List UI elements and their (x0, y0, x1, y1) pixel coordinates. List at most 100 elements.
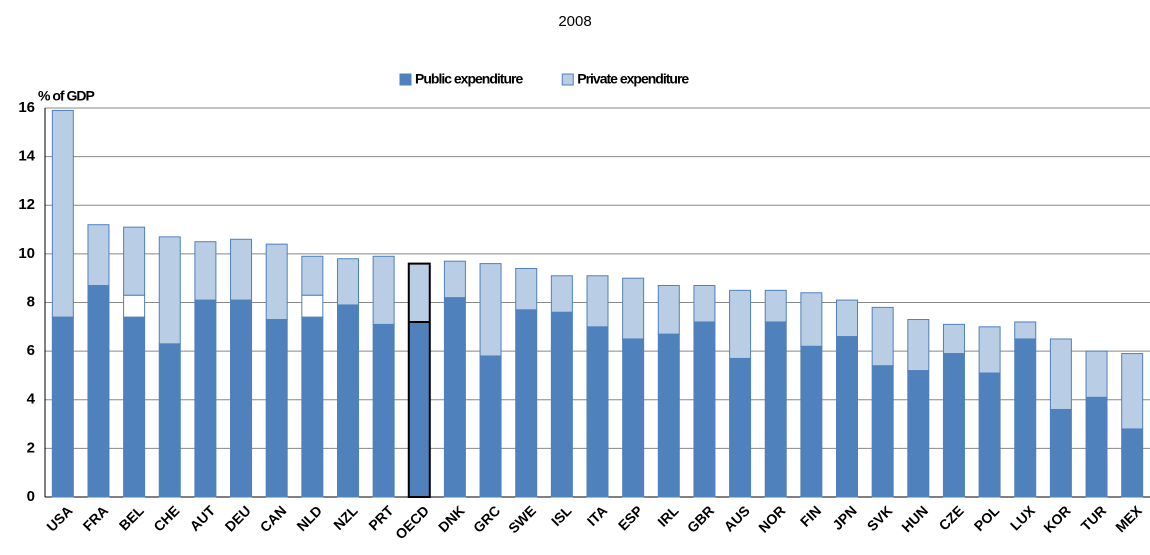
x-tick-label: DNK (435, 502, 468, 535)
bar-segment (265, 243, 288, 321)
x-tick-label: CHE (150, 502, 182, 534)
bar-segment (443, 297, 466, 498)
bar-segment (51, 316, 74, 498)
x-tick-label: KOR (1040, 502, 1073, 535)
bar-segment (515, 309, 538, 498)
legend-swatch (561, 73, 574, 86)
x-tick-label: NZL (330, 502, 361, 533)
bar-segment (479, 263, 502, 357)
legend-swatch (399, 73, 412, 86)
bar-segment (194, 241, 217, 301)
x-tick-label: ITA (584, 502, 611, 529)
bar-segment (622, 277, 645, 340)
bar-segment (729, 357, 752, 498)
bar-segment (764, 321, 787, 498)
x-tick-label: ISL (548, 502, 575, 529)
chart-title: 2008 (558, 13, 591, 30)
bar-segment (301, 255, 324, 296)
bar-segment (230, 299, 253, 498)
bar-segment (408, 263, 431, 323)
bar-segment (942, 323, 965, 355)
bar-segment (1049, 338, 1072, 410)
bar-segment (1121, 353, 1144, 430)
bar-segment (942, 353, 965, 498)
x-tick-label: HUN (898, 502, 931, 535)
bar-segment (87, 224, 110, 286)
bar-segment (336, 304, 359, 498)
bar-segment (158, 343, 181, 498)
bar-segment (479, 355, 502, 498)
bar-segment (978, 326, 1001, 374)
x-tick-label: SVK (864, 502, 896, 534)
bar-segment (693, 321, 716, 498)
x-tick-label: AUS (721, 502, 753, 534)
bar-segment (836, 336, 859, 498)
bar-segment (978, 372, 1001, 498)
x-tick-label: OECD (392, 502, 432, 542)
x-tick-label: GRC (470, 502, 503, 535)
y-axis-label: % of GDP (38, 88, 94, 104)
bar-segment (1049, 408, 1072, 498)
bar-segment (265, 319, 288, 498)
y-tick-label: 16 (18, 99, 35, 116)
bar-segment (51, 109, 74, 318)
bar-segment (764, 289, 787, 323)
x-tick-label: POL (971, 502, 1003, 534)
legend-label: Public expenditure (415, 71, 523, 87)
bar-segment (123, 294, 146, 318)
bar-segment (336, 258, 359, 306)
bar-segment (800, 345, 823, 498)
bar-segment (158, 236, 181, 345)
x-tick-label: FIN (797, 502, 824, 529)
x-tick-label: FRA (80, 502, 112, 534)
bar-segment (657, 333, 680, 498)
bar-segment (729, 289, 752, 359)
bar-segment (515, 267, 538, 311)
bar-segment (836, 299, 859, 338)
bar-segment (586, 275, 609, 328)
x-tick-label: PRT (365, 502, 396, 533)
y-tick-label: 10 (18, 245, 35, 262)
x-tick-label: MEX (1112, 502, 1145, 535)
x-tick-label: CZE (936, 502, 967, 533)
y-tick-label: 12 (18, 196, 35, 213)
bar-segment (622, 338, 645, 498)
bar-segment (907, 370, 930, 498)
x-tick-label: JPN (829, 502, 860, 533)
bar-segment (871, 306, 894, 367)
bar-segment (123, 226, 146, 296)
y-tick-label: 6 (27, 342, 35, 359)
x-tick-label: ESP (615, 502, 646, 533)
x-tick-label: LUX (1007, 502, 1039, 534)
x-tick-label: IRL (654, 502, 682, 530)
x-tick-label: GBR (684, 502, 717, 535)
legend-label: Private expenditure (577, 71, 689, 87)
x-tick-label: BEL (116, 502, 147, 533)
x-tick-label: CAN (257, 502, 290, 535)
bar-segment (301, 294, 324, 318)
bar-segment (301, 316, 324, 498)
y-tick-label: 4 (27, 391, 36, 408)
bar-segment (550, 311, 573, 498)
bar-segment (907, 319, 930, 372)
bar-segment (1085, 350, 1108, 398)
bar-segment (123, 316, 146, 498)
bar-segment (194, 299, 217, 498)
bar-segment (1121, 428, 1144, 498)
y-tick-label: 0 (27, 488, 35, 505)
y-tick-label: 2 (27, 439, 35, 456)
x-tick-label: AUT (186, 502, 218, 534)
bar-segment (372, 323, 395, 498)
bar-segment (1014, 338, 1037, 498)
bar-segment (443, 260, 466, 299)
x-tick-label: TUR (1078, 502, 1110, 534)
bar-segment (657, 284, 680, 335)
bar-segment (871, 365, 894, 498)
bar-segment (1014, 321, 1037, 340)
x-tick-label: SWE (505, 502, 539, 536)
bar-segment (372, 255, 395, 325)
bar-segment (550, 275, 573, 313)
x-tick-label: NLD (293, 502, 325, 534)
x-tick-label: NOR (755, 502, 788, 535)
